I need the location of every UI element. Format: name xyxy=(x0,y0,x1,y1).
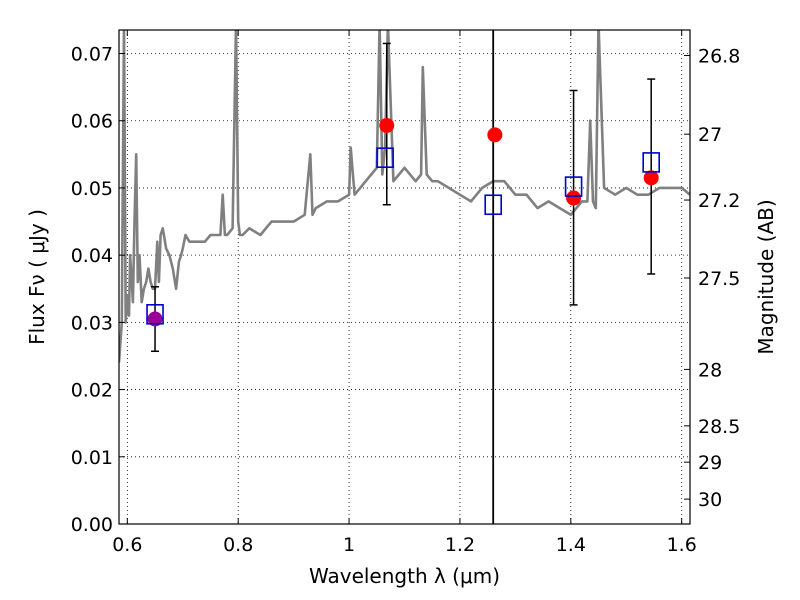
tick-labels: 0.6 0.8 1 1.2 1.4 1.6 0.00 0.01 0.02 0.03 0.04 0.05… xyxy=(71,44,741,556)
y-tick-label: 0.07 xyxy=(71,44,113,66)
synthetic-point xyxy=(484,194,502,216)
x-tick-label: 1 xyxy=(343,534,355,556)
observed-point xyxy=(487,127,503,143)
observed-point xyxy=(566,190,582,206)
synthetic-point xyxy=(146,304,164,325)
synthetic-point xyxy=(642,152,660,173)
y-axis-label: Flux Fν ( μJy ) xyxy=(25,209,49,345)
x-tick-label: 0.8 xyxy=(223,534,253,556)
y-tick-label: 0.05 xyxy=(71,178,113,200)
y-right-tick-label: 27.2 xyxy=(698,190,740,212)
y-right-tick-label: 30 xyxy=(698,489,722,511)
model-spectrum-line xyxy=(119,30,690,363)
x-axis-label: Wavelength λ (μm) xyxy=(309,564,500,588)
y-tick-label: 0.03 xyxy=(71,312,113,334)
y-tick-label: 0.00 xyxy=(71,514,113,536)
x-tick-label: 1.2 xyxy=(445,534,475,556)
grid-lines xyxy=(119,30,690,525)
observed-point xyxy=(643,170,659,186)
synthetic-point xyxy=(376,147,394,169)
observed-point xyxy=(379,117,395,133)
x-tick-label: 0.6 xyxy=(112,534,142,556)
axes xyxy=(118,29,691,525)
synthetic-point xyxy=(564,176,583,197)
observed-point xyxy=(147,311,163,327)
x-tick-label: 1.6 xyxy=(667,534,697,556)
y-tick-label: 0.06 xyxy=(71,111,113,133)
y-right-tick-label: 27 xyxy=(698,124,722,146)
y-right-tick-label: 28.5 xyxy=(698,416,740,438)
plot-frame xyxy=(118,29,691,525)
y-right-tick-label: 26.8 xyxy=(698,46,740,68)
y-tick-label: 0.04 xyxy=(71,245,113,267)
y-tick-label: 0.02 xyxy=(71,380,113,402)
plot-area xyxy=(119,30,690,524)
x-tick-label: 1.4 xyxy=(556,534,586,556)
y-tick-label: 0.01 xyxy=(71,447,113,469)
y-right-tick-label: 29 xyxy=(698,452,722,474)
y-axis-right-label: Magnitude (AB) xyxy=(754,199,778,354)
y-right-tick-label: 28 xyxy=(698,359,722,381)
y-right-tick-label: 27.5 xyxy=(698,268,740,290)
